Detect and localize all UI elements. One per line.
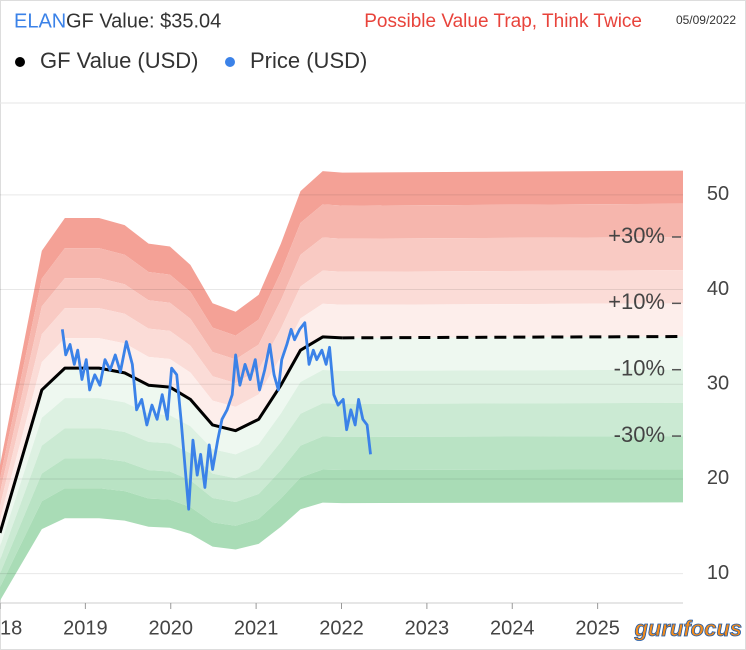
legend-marker [223, 55, 237, 69]
y-tick-label: 40 [707, 278, 729, 300]
valuation-band [0, 469, 683, 601]
verdict: Possible Value Trap, Think Twice [364, 11, 642, 32]
gf-value-line [0, 335, 343, 534]
valuation-band [0, 303, 683, 533]
date: 05/09/2022 [676, 13, 736, 27]
x-tick-label: 2020 [149, 617, 194, 639]
x-tick-label: 2022 [319, 617, 364, 639]
legend-marker [13, 55, 27, 69]
band-label: -10% [614, 356, 665, 381]
ticker: ELAN [14, 10, 66, 32]
band-label: +10% [608, 289, 665, 314]
x-tick-label: 2021 [234, 617, 279, 639]
y-tick-label: 20 [707, 467, 729, 489]
valuation-band [0, 436, 683, 588]
x-tick-label: 2018 [0, 617, 22, 639]
band-label: -30% [614, 422, 665, 447]
valuation-band [0, 369, 683, 561]
valuation-band [0, 203, 683, 493]
valuation-band [0, 236, 683, 506]
valuation-band [0, 270, 683, 520]
y-tick-label: 50 [707, 183, 729, 205]
valuation-band [0, 402, 683, 574]
x-tick-label: 2023 [405, 617, 450, 639]
plot-area: 10 20 30 40 50 2018 2019 2020 2021 2022 2023 2024 20… [0, 170, 729, 639]
chart-title: GF Value: $35.04 [66, 10, 221, 32]
y-tick-label: 30 [707, 373, 729, 395]
legend: GF Value (USD) Price (USD) [13, 48, 367, 73]
x-tick-label: 2025 [575, 617, 620, 639]
valuation-band [0, 170, 683, 479]
y-tick-label: 10 [707, 562, 729, 584]
price-line [60, 321, 372, 511]
x-tick-label: 2024 [490, 617, 535, 639]
x-tick-label: 2019 [63, 617, 108, 639]
legend-label: GF Value (USD) [40, 48, 199, 73]
band-label: +30% [608, 223, 665, 248]
legend-label: Price (USD) [250, 48, 367, 73]
logo: gurufocus [633, 616, 742, 641]
